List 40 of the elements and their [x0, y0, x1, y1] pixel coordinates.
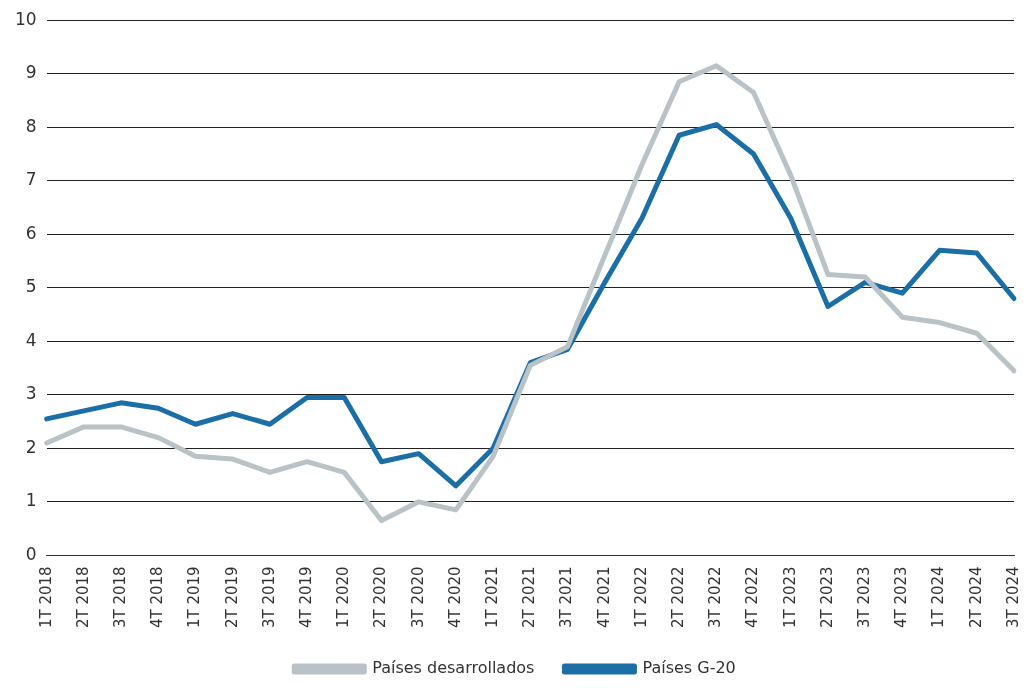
x-tick-label: 2T 2021: [520, 566, 539, 629]
y-tick-label: 7: [25, 169, 37, 190]
x-tick-label: 3T 2023: [855, 566, 874, 629]
x-tick-label: 4T 2022: [743, 566, 762, 629]
legend-label: Países desarrollados: [372, 658, 535, 678]
y-tick-label: 1: [25, 490, 37, 511]
x-tick-label: 4T 2020: [445, 566, 464, 629]
x-tick-label: 1T 2021: [483, 566, 501, 629]
y-tick-label: 4: [25, 329, 37, 350]
x-tick-label: 1T 2019: [185, 566, 204, 629]
x-tick-label: 1T 2020: [334, 566, 353, 629]
y-tick-label: 10: [14, 8, 37, 29]
x-tick-label: 2T 2020: [371, 566, 390, 629]
x-tick-label: 2T 2022: [669, 566, 688, 629]
x-tick-label: 1T 2022: [631, 566, 650, 629]
x-tick-label: 3T 2022: [706, 566, 725, 629]
y-tick-label: 2: [25, 436, 37, 457]
legend-label: Países G-20: [642, 658, 736, 678]
x-tick-label: 2T 2019: [222, 566, 241, 629]
x-tick-label: 2T 2024: [966, 566, 985, 629]
x-tick-label: 2T 2018: [73, 566, 92, 629]
x-tick-label: 3T 2018: [110, 566, 129, 629]
x-tick-label: 1T 2018: [36, 566, 55, 629]
x-tick-label: 4T 2019: [296, 566, 315, 629]
x-tick-label: 4T 2023: [892, 566, 911, 629]
y-tick-label: 9: [25, 62, 37, 83]
x-tick-label: 3T 2021: [557, 566, 576, 629]
x-tick-label: 4T 2018: [148, 566, 167, 629]
y-tick-label: 3: [25, 383, 37, 404]
x-tick-label: 1T 2024: [929, 566, 948, 629]
x-tick-label: 3T 2019: [259, 566, 278, 629]
x-tick-label: 4T 2021: [594, 566, 613, 629]
x-tick-label: 1T 2023: [780, 566, 799, 629]
x-tick-label: 2T 2023: [817, 566, 836, 629]
x-tick-label: 3T 2024: [1003, 566, 1022, 629]
y-tick-label: 0: [25, 543, 37, 564]
x-tick-label: 3T 2020: [408, 566, 427, 629]
y-tick-label: 5: [25, 276, 37, 297]
y-tick-label: 6: [25, 222, 37, 243]
y-tick-label: 8: [25, 115, 37, 136]
